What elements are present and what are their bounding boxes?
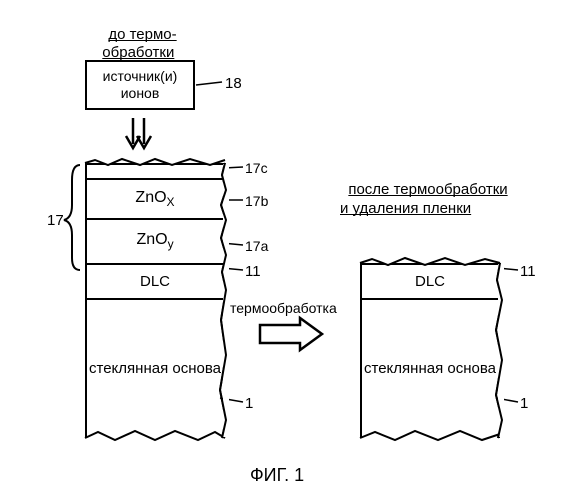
ref-17c: 17c xyxy=(245,160,268,176)
ref-18: 18 xyxy=(225,75,242,92)
glass-base-left: стеклянная основа xyxy=(85,298,225,438)
layer-znox: ZnOX xyxy=(85,178,225,218)
ref-11-right: 11 xyxy=(520,263,536,280)
fig-label: ФИГ. 1 xyxy=(250,465,304,486)
dlc-text-right: DLC xyxy=(415,273,445,290)
znoy-text: ZnOy xyxy=(136,231,173,251)
title-after: после термообработки и удаления пленки xyxy=(340,181,508,218)
layer-dlc-right: DLC xyxy=(360,263,500,298)
ion-source-label: источник(и) ионов xyxy=(87,68,193,102)
dlc-text-left: DLC xyxy=(140,273,170,290)
layer-top xyxy=(85,163,225,178)
ref-1-right: 1 xyxy=(520,395,528,412)
znox-text: ZnOX xyxy=(135,189,174,209)
glass-text-left: стеклянная основа xyxy=(89,359,221,379)
layer-dlc-left: DLC xyxy=(85,263,225,298)
ion-source-box: источник(и) ионов xyxy=(85,60,195,110)
layer-znoy: ZnOy xyxy=(85,218,225,263)
ref-17a: 17a xyxy=(245,238,268,254)
ref-1-left: 1 xyxy=(245,395,253,412)
ref-17b: 17b xyxy=(245,193,268,209)
title-before: до термо- обработки xyxy=(102,26,176,61)
glass-text-right: стеклянная основа xyxy=(364,359,496,379)
ref-17: 17 xyxy=(47,212,64,229)
glass-base-right: стеклянная основа xyxy=(360,298,500,438)
ref-11-left: 11 xyxy=(245,263,261,280)
process-label: термообработка xyxy=(230,300,337,316)
